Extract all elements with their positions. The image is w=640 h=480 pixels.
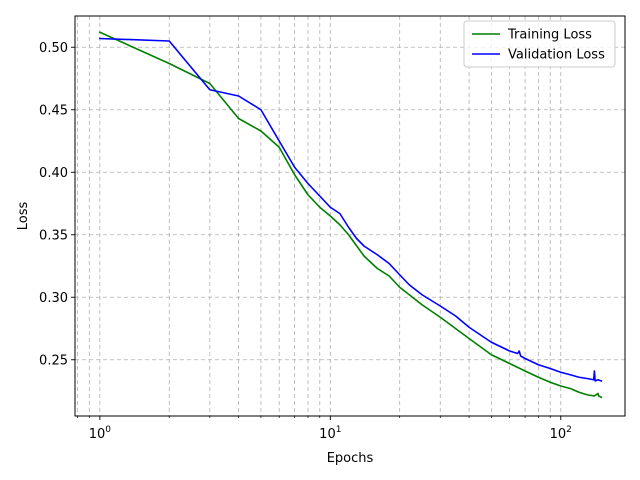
y-tick-label: 0.30 [39,291,68,306]
x-tick-label-base: 10 [550,427,567,442]
y-tick-label: 0.25 [39,353,68,368]
x-tick-label-base: 10 [89,427,106,442]
plot-frame [74,15,626,417]
x-tick-label: 102 [550,425,572,442]
legend-label: Validation Loss [508,48,605,63]
series-line-training-loss [98,31,603,399]
y-tick-label: 0.45 [39,103,68,118]
series-line-validation-loss [99,37,603,383]
legend-label: Training Loss [507,28,592,43]
x-tick-label-exponent: 0 [105,425,111,435]
y-tick-label: 0.40 [39,166,68,181]
y-tick-label: 0.50 [39,41,68,56]
series-lines [98,31,603,399]
x-tick-label: 100 [89,425,112,442]
legend: Training Loss Validation Loss [463,20,616,68]
x-tick-label-exponent: 2 [566,425,572,435]
legend-box [463,20,616,68]
x-tick-label-exponent: 1 [336,425,342,435]
y-axis-title: Loss [16,202,31,231]
x-tick-label-base: 10 [319,427,336,442]
x-axis-title: Epochs [327,451,374,466]
x-tick-label: 101 [319,425,341,442]
y-tick-label: 0.35 [39,228,68,243]
